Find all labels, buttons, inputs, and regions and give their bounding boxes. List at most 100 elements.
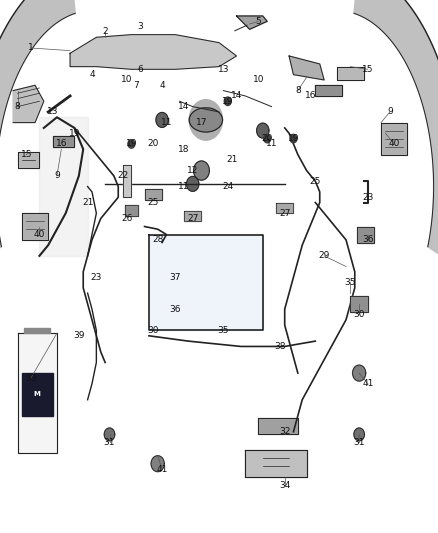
Text: 12: 12 [187, 166, 198, 175]
Polygon shape [337, 67, 364, 80]
Polygon shape [18, 152, 39, 168]
Polygon shape [53, 136, 74, 147]
Text: 23: 23 [362, 193, 374, 201]
Text: 13: 13 [47, 108, 58, 116]
Text: 13: 13 [218, 65, 229, 74]
Text: 8: 8 [295, 86, 301, 95]
Text: 33: 33 [25, 374, 36, 383]
Text: 35: 35 [345, 278, 356, 287]
Text: 30: 30 [148, 326, 159, 335]
Text: 8: 8 [14, 102, 21, 111]
Text: 26: 26 [121, 214, 133, 223]
Polygon shape [13, 85, 44, 123]
Polygon shape [289, 56, 324, 80]
Text: 14: 14 [178, 102, 190, 111]
Text: 29: 29 [318, 252, 330, 260]
Polygon shape [123, 165, 131, 197]
Text: 15: 15 [362, 65, 374, 74]
Circle shape [194, 161, 209, 180]
Text: 2: 2 [102, 28, 108, 36]
Polygon shape [145, 189, 162, 200]
Text: 11: 11 [178, 182, 190, 191]
Polygon shape [22, 373, 53, 416]
Circle shape [104, 428, 115, 441]
Text: 7: 7 [133, 81, 139, 90]
Text: 6: 6 [137, 65, 143, 74]
Circle shape [189, 100, 223, 140]
Text: 3: 3 [137, 22, 143, 31]
Text: 40: 40 [389, 140, 400, 148]
Text: 17: 17 [196, 118, 207, 127]
Polygon shape [0, 0, 75, 263]
Polygon shape [276, 203, 293, 213]
Text: 34: 34 [279, 481, 290, 489]
Text: 20: 20 [148, 140, 159, 148]
Text: 25: 25 [148, 198, 159, 207]
Text: 15: 15 [21, 150, 32, 159]
Circle shape [354, 428, 364, 441]
Text: 19: 19 [126, 140, 137, 148]
Text: 19: 19 [288, 134, 299, 143]
Polygon shape [357, 227, 374, 243]
Text: 24: 24 [222, 182, 233, 191]
Polygon shape [18, 333, 57, 453]
Text: 18: 18 [178, 145, 190, 154]
Text: 21: 21 [82, 198, 93, 207]
Text: 38: 38 [275, 342, 286, 351]
Polygon shape [24, 328, 50, 333]
Text: M: M [34, 391, 41, 398]
Text: 25: 25 [310, 177, 321, 185]
Text: 16: 16 [305, 92, 317, 100]
Text: 14: 14 [231, 92, 242, 100]
Text: 31: 31 [353, 438, 365, 447]
Text: 4: 4 [159, 81, 165, 90]
Circle shape [290, 134, 297, 143]
Text: 10: 10 [253, 76, 264, 84]
Polygon shape [184, 211, 201, 221]
Polygon shape [237, 16, 267, 29]
Text: 10: 10 [121, 76, 133, 84]
Text: 19: 19 [222, 97, 233, 106]
Text: 4: 4 [89, 70, 95, 79]
Text: 37: 37 [170, 273, 181, 281]
Text: 20: 20 [261, 134, 273, 143]
Circle shape [224, 97, 231, 106]
Circle shape [156, 112, 168, 127]
Text: 32: 32 [279, 427, 290, 436]
Polygon shape [381, 123, 407, 155]
Polygon shape [70, 35, 237, 69]
Circle shape [353, 365, 366, 381]
Text: 30: 30 [353, 310, 365, 319]
Text: 31: 31 [104, 438, 115, 447]
Text: 41: 41 [362, 379, 374, 388]
Polygon shape [125, 205, 138, 216]
Circle shape [151, 456, 164, 472]
Text: 22: 22 [117, 172, 128, 180]
Circle shape [257, 123, 269, 138]
Text: 27: 27 [279, 209, 290, 217]
Circle shape [264, 134, 271, 143]
Polygon shape [22, 213, 48, 240]
Text: 27: 27 [187, 214, 198, 223]
Polygon shape [354, 0, 438, 263]
Polygon shape [258, 418, 298, 434]
Polygon shape [315, 85, 342, 96]
Text: 11: 11 [266, 140, 277, 148]
Text: 5: 5 [255, 17, 261, 26]
Text: 9: 9 [387, 108, 393, 116]
Polygon shape [350, 296, 368, 312]
Text: 16: 16 [56, 140, 67, 148]
Circle shape [128, 140, 135, 148]
Polygon shape [245, 450, 307, 477]
Text: 41: 41 [156, 465, 168, 473]
Text: 11: 11 [161, 118, 172, 127]
Text: 21: 21 [226, 156, 238, 164]
Text: 35: 35 [218, 326, 229, 335]
Text: 9: 9 [54, 172, 60, 180]
Text: 40: 40 [34, 230, 45, 239]
Text: 39: 39 [73, 332, 85, 340]
Text: 36: 36 [170, 305, 181, 313]
Polygon shape [189, 108, 223, 132]
Circle shape [187, 176, 199, 191]
Text: 1: 1 [28, 44, 34, 52]
